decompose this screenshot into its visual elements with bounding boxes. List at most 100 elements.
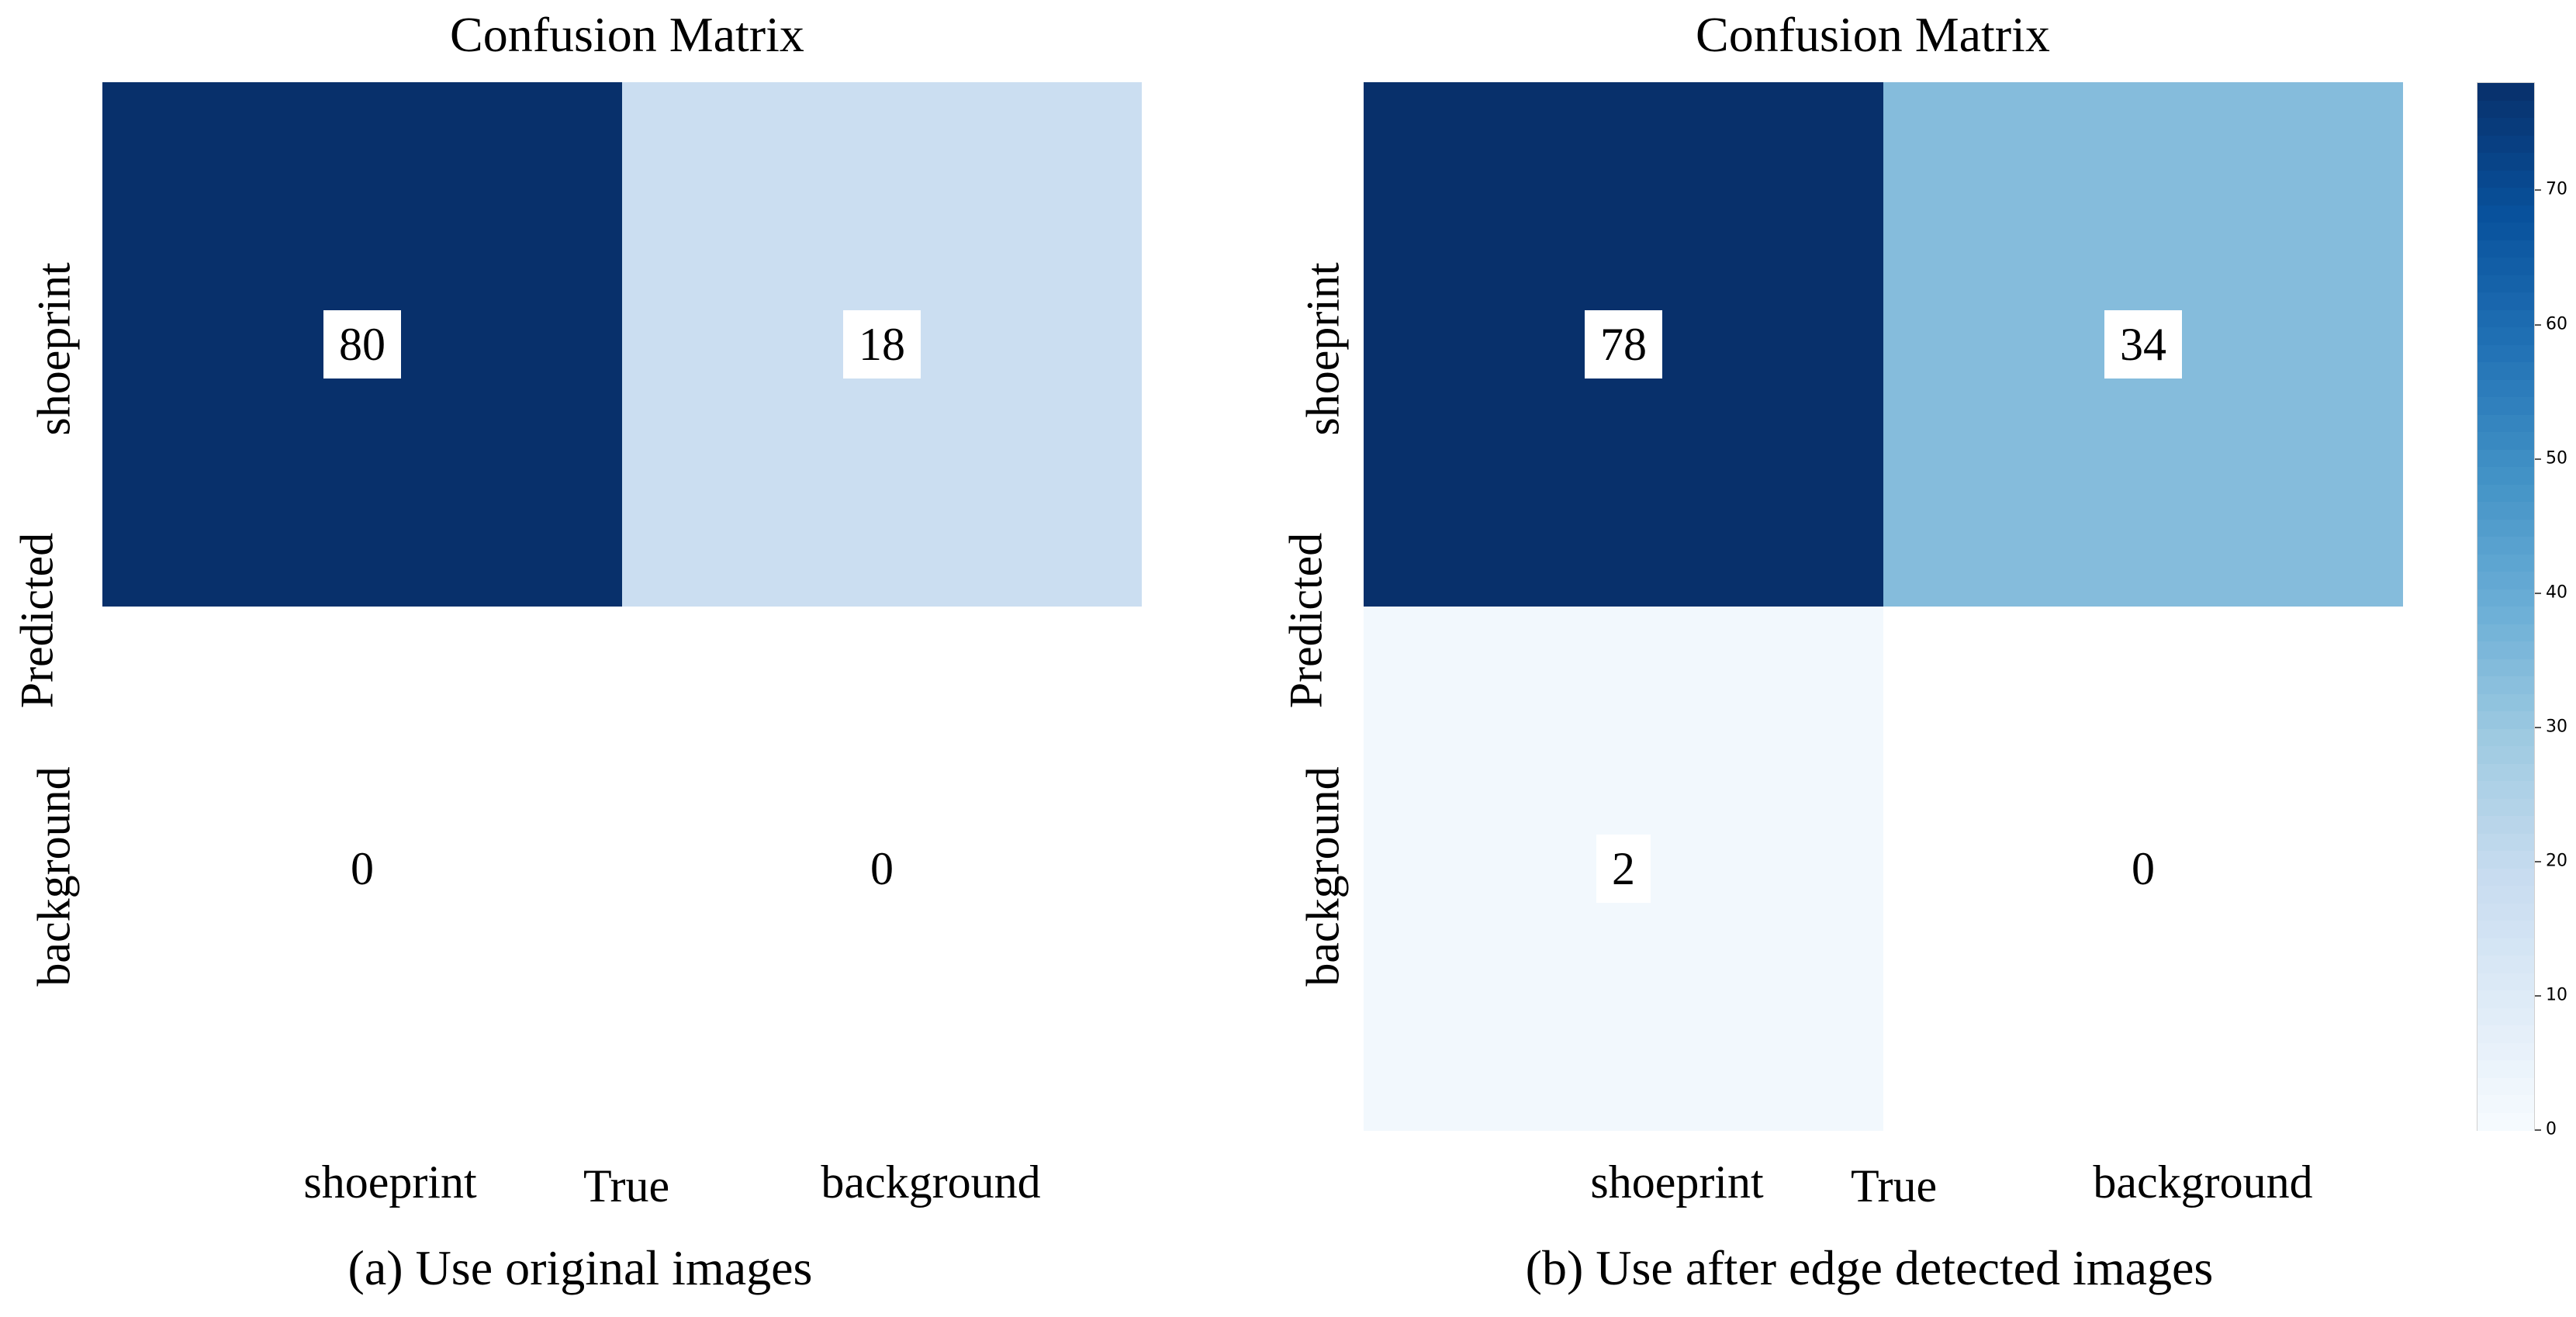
colorbar-segment	[2477, 763, 2534, 782]
colorbar-tick-mark	[2535, 189, 2541, 192]
colorbar-segment	[2477, 344, 2534, 363]
colorbar-segment	[2477, 362, 2534, 381]
colorbar-segment	[2477, 816, 2534, 835]
colorbar-segment	[2477, 728, 2534, 747]
colorbar-segment	[2477, 240, 2534, 258]
colorbar-segment	[2477, 223, 2534, 241]
colorbar-segment	[2477, 572, 2534, 590]
colorbar-tick-mark	[2535, 860, 2541, 862]
colorbar-segment	[2477, 327, 2534, 346]
colorbar-segment	[2477, 1095, 2534, 1114]
y-tick-label: background	[28, 766, 80, 987]
colorbar-tick-label: 10	[2546, 985, 2567, 1005]
heatmap-grid: 78 34 2 0	[1364, 82, 2403, 1131]
colorbar-tick-mark	[2535, 1129, 2541, 1131]
heatmap-grid: 80 18 0 0	[102, 82, 1142, 1131]
y-tick-label: shoeprint	[1297, 262, 1349, 436]
colorbar-segment	[2477, 258, 2534, 276]
colorbar-segment	[2477, 990, 2534, 1009]
colorbar-segment	[2477, 1060, 2534, 1079]
x-tick-label: shoeprint	[303, 1156, 477, 1208]
colorbar-segment	[2477, 1077, 2534, 1096]
y-tick-label: shoeprint	[28, 262, 80, 436]
colorbar-segment	[2477, 886, 2534, 904]
colorbar-segment	[2477, 467, 2534, 486]
cell-value-label: 0	[2132, 843, 2155, 894]
colorbar-segment	[2477, 921, 2534, 939]
colorbar-segment	[2477, 589, 2534, 607]
caption: (b) Use after edge detected images	[1525, 1240, 2214, 1295]
colorbar-segment	[2477, 397, 2534, 416]
colorbar-segment	[2477, 537, 2534, 555]
colorbar-segment	[2477, 1008, 2534, 1026]
x-tick-label: shoeprint	[1590, 1156, 1764, 1208]
colorbar-segment	[2477, 798, 2534, 817]
colorbar-segment	[2477, 903, 2534, 921]
colorbar-tick-mark	[2535, 994, 2541, 997]
colorbar-tick-mark	[2535, 323, 2541, 326]
colorbar-segment	[2477, 938, 2534, 956]
colorbar-tick-label: 40	[2546, 582, 2567, 603]
colorbar-tick-label: 60	[2546, 314, 2567, 334]
colorbar-segment	[2477, 153, 2534, 171]
colorbar-segment	[2477, 693, 2534, 712]
colorbar-segment	[2477, 641, 2534, 660]
colorbar-segment	[2477, 1112, 2534, 1131]
colorbar-segment	[2477, 379, 2534, 398]
y-tick-label: background	[1297, 766, 1349, 987]
y-axis-label: Predicted	[11, 532, 63, 709]
colorbar-tick-mark	[2535, 458, 2541, 460]
heatmap-cell	[1883, 607, 2403, 1131]
colorbar-tick-label: 70	[2546, 179, 2567, 199]
colorbar-segment	[2477, 484, 2534, 503]
colorbar-segment	[2477, 188, 2534, 206]
colorbar	[2477, 82, 2535, 1131]
colorbar-segment	[2477, 746, 2534, 765]
colorbar-segment	[2477, 658, 2534, 677]
colorbar-segment	[2477, 711, 2534, 730]
cell-value-label: 78	[1585, 310, 1662, 379]
colorbar-segment	[2477, 973, 2534, 991]
cell-value-label: 18	[843, 310, 921, 379]
colorbar-tick-mark	[2535, 726, 2541, 728]
colorbar-tick-label: 30	[2546, 717, 2567, 737]
colorbar-segment	[2477, 502, 2534, 520]
colorbar-tick-mark	[2535, 592, 2541, 594]
colorbar-segment	[2477, 414, 2534, 433]
heatmap-cell	[622, 607, 1142, 1131]
heatmap-cell	[102, 607, 622, 1131]
colorbar-segment	[2477, 1025, 2534, 1044]
colorbar-segment	[2477, 781, 2534, 800]
chart-title: Confusion Matrix	[1696, 7, 2050, 62]
cell-value-label: 80	[323, 310, 401, 379]
colorbar-tick-label: 0	[2546, 1119, 2557, 1139]
x-tick-label: background	[821, 1156, 1041, 1208]
y-axis-label: Predicted	[1280, 532, 1332, 709]
colorbar-segment	[2477, 100, 2534, 119]
colorbar-segment	[2477, 449, 2534, 468]
colorbar-segment	[2477, 624, 2534, 642]
colorbar-segment	[2477, 833, 2534, 852]
colorbar-segment	[2477, 309, 2534, 328]
colorbar-tick-label: 20	[2546, 851, 2567, 871]
colorbar-segment	[2477, 519, 2534, 538]
cell-value-label: 0	[351, 843, 374, 894]
chart-title: Confusion Matrix	[450, 7, 804, 62]
x-axis-label: True	[583, 1160, 670, 1212]
cell-value-label: 34	[2104, 310, 2182, 379]
cell-value-label: 2	[1596, 835, 1651, 903]
colorbar-segment	[2477, 205, 2534, 223]
colorbar-segment	[2477, 868, 2534, 887]
x-tick-label: background	[2093, 1156, 2313, 1208]
colorbar-segment	[2477, 676, 2534, 695]
colorbar-tick-label: 50	[2546, 448, 2567, 468]
colorbar-segment	[2477, 554, 2534, 572]
cell-value-label: 0	[870, 843, 894, 894]
colorbar-ticks: 0 10 20 30 40 50 60 70	[2535, 82, 2574, 1139]
caption: (a) Use original images	[348, 1240, 813, 1295]
colorbar-segment	[2477, 118, 2534, 137]
x-axis-label: True	[1851, 1160, 1938, 1212]
colorbar-segment	[2477, 607, 2534, 625]
colorbar-segment	[2477, 956, 2534, 974]
colorbar-segment	[2477, 851, 2534, 869]
